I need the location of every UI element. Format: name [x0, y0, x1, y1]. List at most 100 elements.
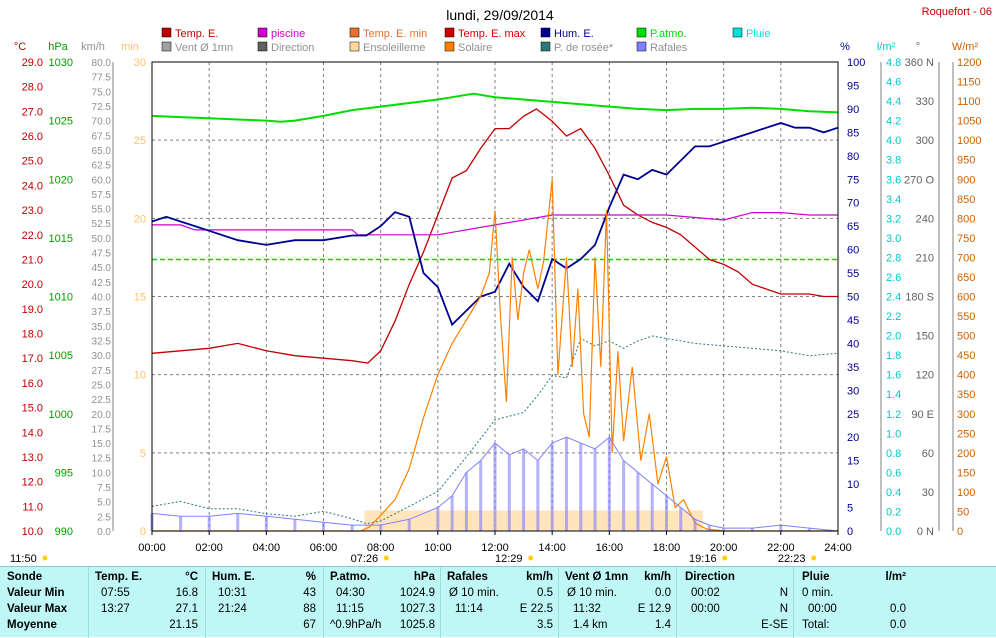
axis-tick-lm2: 4.8 [886, 57, 901, 69]
sun-mark-label: 19:16 [689, 553, 717, 565]
axis-tick-kmh: 47.5 [92, 249, 112, 260]
temp-max-time: 13:27 [101, 603, 130, 615]
x-tick-label: 06:00 [310, 542, 338, 554]
axis-tick-pct: 25 [847, 409, 859, 421]
hum-header: Hum. E. [212, 571, 255, 583]
axis-tick-lm2: 4.0 [886, 135, 901, 147]
row-label-avg: Moyenne [7, 619, 57, 631]
axis-tick-kmh: 57.5 [92, 190, 112, 201]
legend-swatch-direction [257, 41, 268, 52]
series-solaire [152, 179, 838, 532]
axis-tick-wm2: 950 [957, 155, 975, 167]
row-label-max: Valeur Max [7, 603, 68, 615]
axis-tick-kmh: 37.5 [92, 307, 112, 318]
axis-tick-deg: 0 N [917, 526, 934, 538]
axis-tick-wm2: 150 [957, 467, 975, 479]
vent-avg-value: 1.4 [655, 619, 671, 631]
axis-tick-deg: 330 [916, 96, 934, 108]
series-p-de-ros-e [151, 335, 839, 525]
axis-tick-lm2: 1.0 [886, 428, 901, 440]
axis-tick-celsius: 12.0 [22, 477, 43, 489]
legend-swatch-vent-1mn [161, 41, 172, 52]
patm-min-time: 04:30 [336, 587, 365, 599]
axis-tick-kmh: 60.0 [92, 175, 112, 186]
axis-tick-deg: 30 [922, 487, 934, 499]
axis-tick-hpa: 1020 [49, 174, 73, 186]
axis-tick-kmh: 62.5 [92, 161, 112, 172]
axis-tick-pct: 90 [847, 104, 859, 116]
axis-tick-wm2: 200 [957, 448, 975, 460]
sunshine-band [364, 510, 703, 531]
axis-tick-kmh: 2.5 [97, 512, 111, 523]
axis-tick-wm2: 850 [957, 194, 975, 206]
axis-tick-deg: 270 O [904, 174, 934, 186]
pluie-max-value: 0.0 [890, 603, 906, 615]
axis-unit-hpa: hPa [48, 41, 68, 53]
axis-tick-wm2: 400 [957, 370, 975, 382]
temp-min-time: 07:55 [101, 587, 130, 599]
axis-tick-kmh: 67.5 [92, 131, 112, 142]
axis-tick-celsius: 16.0 [22, 378, 43, 390]
axis-tick-kmh: 30.0 [92, 351, 112, 362]
axis-tick-pct: 80 [847, 151, 859, 163]
axis-tick-hpa: 995 [55, 467, 73, 479]
axis-tick-wm2: 800 [957, 213, 975, 225]
axis-tick-lm2: 1.6 [886, 370, 901, 382]
sun-mark-dot [42, 555, 48, 561]
axis-tick-celsius: 10.0 [22, 526, 43, 538]
legend-label-temp-e-max: Temp. E. max [458, 28, 526, 40]
axis-unit-pct: % [840, 41, 850, 53]
legend-label-rafales: Rafales [650, 42, 688, 54]
pluie-header: Pluie [802, 571, 830, 583]
x-tick-label: 22:00 [767, 542, 795, 554]
axis-tick-wm2: 1000 [957, 135, 981, 147]
axis-tick-min: 15 [134, 292, 146, 304]
axis-tick-pct: 45 [847, 315, 859, 327]
hum-avg-value: 67 [303, 619, 316, 631]
axis-tick-pct: 100 [847, 57, 865, 69]
axis-tick-lm2: 1.4 [886, 389, 901, 401]
axis-tick-lm2: 2.2 [886, 311, 901, 323]
axis-tick-kmh: 70.0 [92, 117, 112, 128]
axis-tick-pct: 30 [847, 385, 859, 397]
legend-swatch-solaire [444, 41, 455, 52]
vent-max-value: E 12.9 [637, 603, 671, 615]
axis-tick-lm2: 2.6 [886, 272, 901, 284]
axis-tick-deg: 180 S [905, 292, 934, 304]
axis-tick-celsius: 27.0 [22, 106, 43, 118]
axis-unit-lm2: l/m² [877, 41, 896, 53]
patm-max-time: 11:15 [336, 603, 364, 615]
sun-mark-label: 22:23 [778, 553, 806, 565]
legend-label-pluie: Pluie [746, 28, 770, 40]
axis-tick-hpa: 1015 [49, 233, 73, 245]
axis-tick-wm2: 1050 [957, 116, 981, 128]
axis-tick-kmh: 10.0 [92, 468, 112, 479]
axis-tick-lm2: 0.4 [886, 487, 901, 499]
vent-header: Vent Ø 1mn [565, 571, 629, 583]
rafales-header: Rafales [447, 571, 488, 583]
axis-tick-pct: 50 [847, 292, 859, 304]
pluie-total-label: Total: [802, 619, 830, 631]
axis-tick-pct: 75 [847, 174, 859, 186]
sun-mark-label: 07:26 [351, 553, 379, 565]
axis-tick-celsius: 22.0 [22, 230, 43, 242]
legend-label-solaire: Solaire [458, 42, 492, 54]
legend-swatch-p-de-ros-e [540, 41, 551, 52]
grid [152, 62, 838, 531]
vent-avg10-label: Ø 10 min. [567, 587, 617, 599]
legend-label-hum-e: Hum. E. [554, 28, 594, 40]
patm-max-value: 1027.3 [399, 603, 435, 615]
axis-tick-kmh: 0.0 [97, 527, 111, 538]
axis-tick-min: 10 [134, 370, 146, 382]
axis-tick-kmh: 5.0 [97, 498, 111, 509]
axis-tick-celsius: 25.0 [22, 156, 43, 168]
axis-tick-pct: 35 [847, 362, 859, 374]
sun-mark-dot [383, 555, 389, 561]
axis-tick-pct: 15 [847, 456, 859, 468]
chart-title: lundi, 29/09/2014 [446, 7, 554, 23]
axis-tick-lm2: 2.8 [886, 252, 901, 264]
axis-tick-wm2: 300 [957, 409, 975, 421]
axis-tick-wm2: 250 [957, 428, 975, 440]
axis-tick-kmh: 45.0 [92, 263, 112, 274]
axis-tick-kmh: 12.5 [92, 454, 112, 465]
